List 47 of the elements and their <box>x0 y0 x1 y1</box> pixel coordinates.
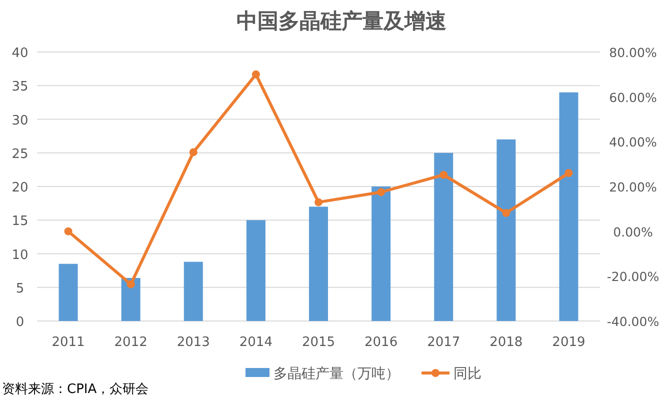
point <box>126 280 135 288</box>
y-tick-label: 35 <box>12 80 28 95</box>
x-tick-label: 2014 <box>239 335 272 350</box>
bar <box>309 206 328 321</box>
x-tick-label: 2018 <box>490 335 523 350</box>
y-tick-label: 30 <box>12 113 28 128</box>
x-tick-label: 2016 <box>364 335 398 350</box>
point <box>377 188 386 196</box>
x-tick-label: 2019 <box>552 335 586 350</box>
bar <box>246 220 266 321</box>
y2-tick-label: 80.00% <box>609 45 657 60</box>
y-tick-label: 5 <box>16 281 24 296</box>
x-tick-label: 2011 <box>52 335 85 350</box>
point <box>502 208 510 217</box>
point <box>314 198 322 206</box>
y2-tick-label: 0.00% <box>613 224 653 240</box>
x-tick-label: 2012 <box>114 335 148 350</box>
bar <box>559 92 578 321</box>
y2-tick-label: 40.00% <box>609 134 657 150</box>
bar <box>496 139 516 321</box>
point <box>564 169 573 178</box>
point <box>189 148 198 156</box>
bar <box>184 262 203 321</box>
y-tick-label: 25 <box>12 146 28 162</box>
point <box>252 70 260 78</box>
y2-tick-label: 20.00% <box>609 180 657 194</box>
chart-title: 中国多晶硅产量及增速 <box>236 9 446 33</box>
point <box>440 170 448 179</box>
y-tick-label: 15 <box>12 214 28 230</box>
bar <box>434 152 454 321</box>
x-tick-label: 2017 <box>427 335 460 350</box>
text: 资料来源：CPIA，众研会 <box>2 382 149 397</box>
bar <box>121 278 140 321</box>
bar <box>372 186 391 321</box>
y2-tick-label: 60.00% <box>609 90 657 105</box>
x-tick-label: 2015 <box>302 335 336 350</box>
y-tick-label: 0 <box>16 315 24 330</box>
bar <box>58 264 78 321</box>
y-tick-label: 10 <box>12 248 28 263</box>
y-tick-label: 20 <box>12 180 28 196</box>
point <box>64 227 72 236</box>
legend-label: 多晶硅产量（万吨） <box>274 366 400 382</box>
y2-tick-label: -40.00% <box>606 314 660 329</box>
x-tick-label: 2013 <box>176 335 210 350</box>
y-tick-label: 40 <box>12 46 28 61</box>
legend-label: 同比 <box>454 366 482 382</box>
y2-tick-label: -20.00% <box>606 269 660 284</box>
